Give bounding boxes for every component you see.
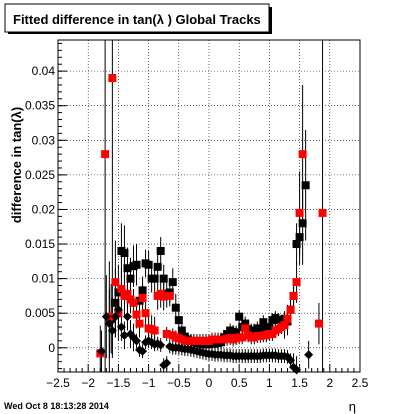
data-point-square — [123, 264, 132, 273]
data-point-square — [111, 298, 120, 307]
data-point-diamond — [113, 305, 123, 315]
data-point-square — [129, 298, 138, 307]
data-point-square — [235, 312, 244, 321]
data-point-diamond — [119, 330, 129, 340]
data-point-square — [295, 208, 304, 217]
data-point-square — [171, 303, 180, 312]
y-tick-label: 0.03 — [32, 133, 56, 147]
x-tick-label: 2 — [326, 376, 333, 390]
x-tick-label: 0.5 — [231, 376, 248, 390]
data-point-square — [162, 329, 171, 338]
data-point-square — [292, 278, 301, 287]
data-point-diamond — [156, 340, 166, 350]
data-point-square — [177, 326, 186, 335]
chart-title: Fitted difference in tan(λ ) Global Trac… — [13, 12, 261, 27]
data-point-diamond — [122, 312, 132, 322]
data-point-square — [280, 320, 289, 329]
y-tick-label: 0.01 — [32, 272, 56, 286]
data-point-square — [138, 293, 147, 302]
data-point-square — [141, 309, 150, 318]
data-point-diamond — [110, 312, 120, 322]
data-point-square — [301, 181, 310, 190]
data-point-square — [174, 316, 183, 325]
data-point-square — [265, 323, 274, 332]
data-point-square — [150, 274, 159, 283]
y-tick-label: 0.04 — [32, 64, 56, 78]
x-tick-label: 2.5 — [352, 376, 369, 390]
data-point-square — [274, 316, 283, 325]
data-point-square — [318, 208, 327, 217]
data-point-diamond — [96, 346, 106, 356]
data-point-square — [298, 150, 307, 159]
data-point-square — [289, 291, 298, 300]
y-axis-label: difference in tan(λ) — [9, 107, 24, 223]
data-point-diamond — [138, 346, 148, 356]
y-tick-label: 0.025 — [25, 168, 55, 182]
data-point-square — [120, 249, 129, 258]
title-box-shadow-side — [269, 7, 272, 34]
data-point-square — [286, 305, 295, 314]
data-point-square — [132, 260, 141, 269]
data-point-square — [117, 285, 126, 293]
data-point-square — [159, 274, 168, 283]
data-point-square — [159, 292, 168, 301]
data-point-square — [256, 325, 265, 334]
x-tick-label: −0.5 — [167, 376, 191, 390]
data-point-square — [241, 319, 250, 328]
data-point-square — [165, 291, 174, 300]
data-point-square — [156, 246, 165, 255]
data-point-diamond — [162, 358, 172, 368]
data-point-square — [314, 319, 323, 328]
data-point-square — [295, 233, 304, 242]
x-tick-label: −2 — [81, 376, 95, 390]
data-point-square — [144, 260, 153, 269]
timestamp: Wed Oct 8 18:13:28 2014 — [4, 401, 109, 411]
data-point-square — [241, 324, 250, 333]
data-point-diamond — [304, 350, 314, 360]
y-tick-label: 0.02 — [32, 202, 56, 216]
title-box: Fitted difference in tan(λ ) Global Trac… — [4, 3, 272, 34]
data-point-square — [298, 219, 307, 228]
data-point-square — [292, 240, 301, 249]
data-point-diamond — [107, 326, 117, 335]
data-point-square — [259, 318, 268, 327]
title-box-shadow — [8, 32, 272, 34]
x-tick-label: −2.5 — [46, 376, 70, 390]
data-point-square — [101, 150, 110, 159]
data-point-square — [150, 326, 159, 335]
y-tick-label: 0.005 — [25, 306, 55, 320]
y-tick-label: 0.015 — [25, 237, 55, 251]
x-tick-label: −1.5 — [107, 376, 131, 390]
data-point-square — [238, 333, 247, 342]
data-point-square — [108, 74, 117, 83]
data-point-square — [138, 286, 147, 295]
data-point-diamond — [104, 319, 114, 329]
data-point-square — [283, 314, 292, 323]
y-tick-label: 0 — [48, 341, 55, 355]
x-tick-label: −1 — [142, 376, 156, 390]
data-point-diamond — [286, 355, 296, 365]
data-point-diamond — [132, 336, 142, 346]
data-point-diamond — [101, 312, 111, 322]
data-point-square — [153, 262, 162, 271]
data-point-square — [111, 278, 120, 287]
axes: −2.5 −2 −1.5 −1 −0.5 0 0.5 1 1.5 2 2.5 0 0.005 0.01 0.… — [25, 42, 369, 390]
x-axis-label: η — [349, 399, 356, 414]
x-tick-label: 0 — [206, 376, 213, 390]
x-tick-label: 1 — [266, 376, 273, 390]
data-point-diamond — [116, 322, 126, 332]
x-tick-label: 1.5 — [291, 376, 308, 390]
data-point-square — [123, 289, 132, 298]
title-box-frame — [4, 3, 270, 33]
data-point-square — [232, 328, 241, 337]
data-markers — [96, 74, 327, 375]
y-tick-label: 0.035 — [25, 99, 55, 113]
data-point-square — [168, 278, 177, 287]
data-point-square — [132, 310, 141, 319]
data-point-square — [126, 274, 135, 283]
data-point-square — [135, 319, 144, 328]
